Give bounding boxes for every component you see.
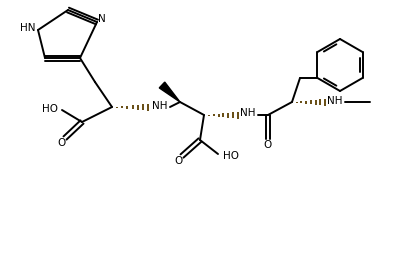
Text: N: N — [98, 14, 106, 24]
Text: NH: NH — [327, 96, 343, 106]
Text: O: O — [264, 140, 272, 150]
Text: HN: HN — [20, 23, 36, 33]
Text: O: O — [174, 156, 182, 166]
Text: HO: HO — [223, 151, 239, 161]
Text: HO: HO — [42, 104, 58, 114]
Text: O: O — [57, 138, 65, 148]
Text: NH: NH — [152, 101, 168, 111]
Polygon shape — [159, 82, 180, 102]
Text: NH: NH — [240, 108, 256, 118]
